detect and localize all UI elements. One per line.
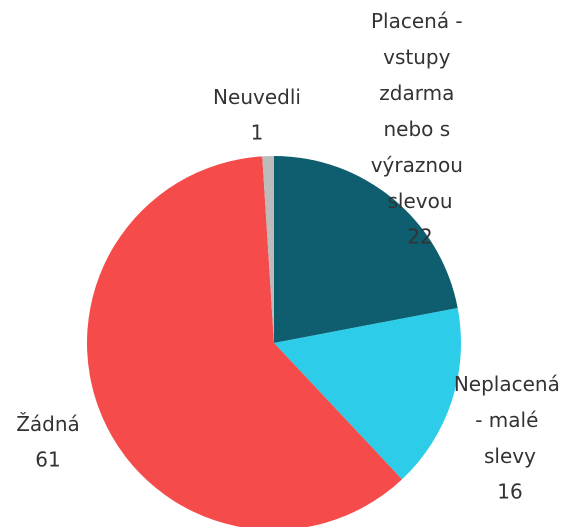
pie-slice <box>87 156 403 527</box>
slice-value: 22 <box>407 225 432 249</box>
pie-slice <box>274 307 461 480</box>
slice-label: Neuvedli <box>213 85 301 109</box>
slice-value: 1 <box>251 121 264 145</box>
slice-value: 16 <box>497 480 522 504</box>
slice-value: 61 <box>35 448 60 472</box>
pie-slice <box>274 156 458 343</box>
slice-label: Neplacená - malé slevy <box>454 372 566 468</box>
slice-label: Placená - vstupy zdarma nebo s výraznou … <box>371 9 470 213</box>
pie-slice <box>262 156 274 343</box>
slice-label: Žádná <box>16 412 80 436</box>
